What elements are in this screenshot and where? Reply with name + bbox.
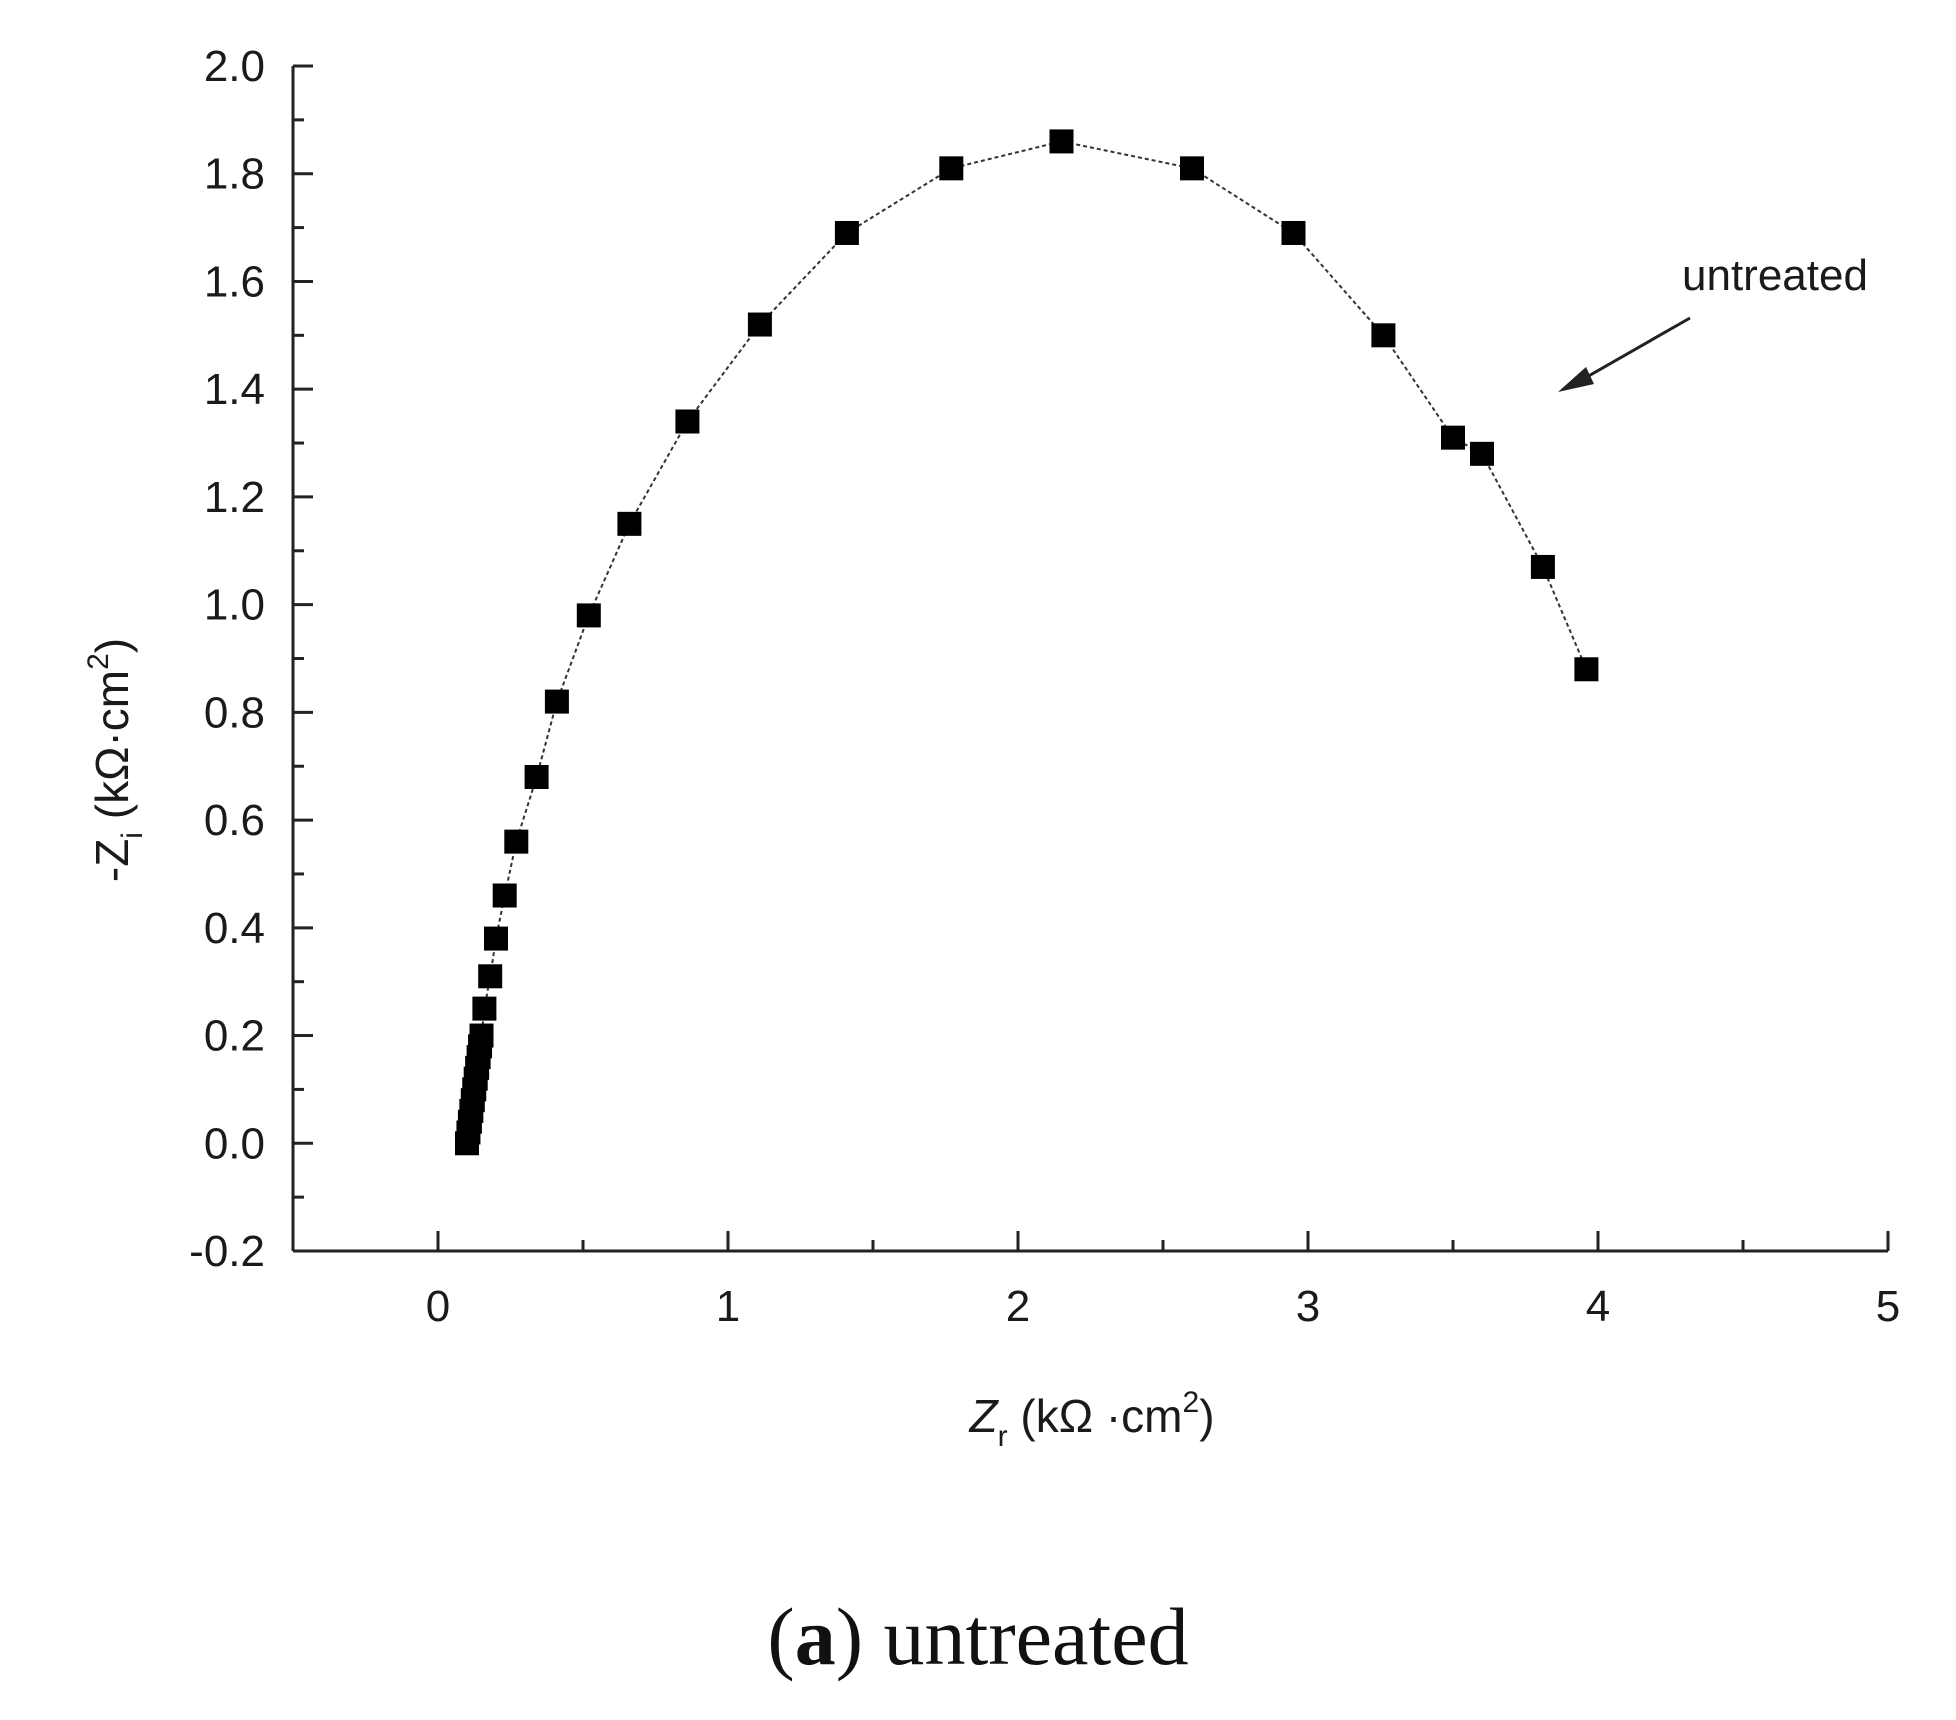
data-point xyxy=(1441,425,1465,450)
y-tick-label: -0.2 xyxy=(189,1227,265,1276)
data-point xyxy=(1530,554,1555,579)
series-untreated xyxy=(455,129,1599,1156)
x-tick-label: 0 xyxy=(426,1282,450,1331)
data-point xyxy=(1371,323,1396,348)
data-point xyxy=(492,883,517,908)
annotation-untreated: untreated xyxy=(1682,251,1868,300)
impedance-chart: -0.2 0.0 0.2 0.4 0.6 0.8 1.0 1.2 1.4 1.6 1.8 2.0 0 1 2… xyxy=(82,42,1900,1453)
y-tick-label: 1.2 xyxy=(204,473,265,522)
y-tick-label: 0.8 xyxy=(204,688,265,737)
caption-label: a xyxy=(794,1591,836,1682)
data-point xyxy=(939,156,964,181)
x-tick-label: 5 xyxy=(1876,1282,1900,1331)
y-tick-label: 0.4 xyxy=(204,904,265,953)
data-point xyxy=(472,996,497,1021)
data-point xyxy=(1470,441,1494,466)
data-point xyxy=(747,312,772,337)
data-point xyxy=(504,829,529,854)
data-point xyxy=(576,603,601,628)
figure-caption: (a) untreated xyxy=(767,1591,1189,1682)
annotation-arrow xyxy=(1558,316,1691,392)
y-tick-label: 2.0 xyxy=(204,42,265,91)
data-point xyxy=(1049,129,1074,154)
x-tick-label: 1 xyxy=(716,1282,740,1331)
data-point xyxy=(617,511,642,536)
data-point xyxy=(1281,220,1306,245)
data-point xyxy=(675,409,700,434)
y-tick-label: 0.6 xyxy=(204,796,265,845)
series-line xyxy=(466,140,1588,1144)
data-point xyxy=(478,964,503,989)
y-tick-label: 0.0 xyxy=(204,1119,265,1168)
y-axis-title: -Zi (kΩ·cm2) xyxy=(82,638,149,882)
data-point xyxy=(524,765,549,789)
data-point xyxy=(544,689,569,714)
axes: -0.2 0.0 0.2 0.4 0.6 0.8 1.0 1.2 1.4 1.6 1.8 2.0 0 1 2… xyxy=(189,42,1900,1331)
data-point xyxy=(484,926,508,951)
y-tick-label: 0.2 xyxy=(204,1012,265,1061)
y-tick-label: 1.4 xyxy=(204,365,265,414)
data-point xyxy=(469,1023,494,1048)
data-point xyxy=(834,220,859,245)
data-point xyxy=(1574,657,1599,682)
x-tick-label: 4 xyxy=(1586,1282,1610,1331)
x-tick-label: 2 xyxy=(1006,1282,1030,1331)
y-tick-label: 1.8 xyxy=(204,150,265,199)
x-tick-label: 3 xyxy=(1296,1282,1320,1331)
y-tick-label: 1.0 xyxy=(204,581,265,630)
y-tick-label: 1.6 xyxy=(204,257,265,306)
caption-text: untreated xyxy=(863,1591,1189,1682)
x-axis-title: Zr (kΩ ·cm2) xyxy=(968,1386,1214,1453)
data-point xyxy=(1180,156,1204,181)
